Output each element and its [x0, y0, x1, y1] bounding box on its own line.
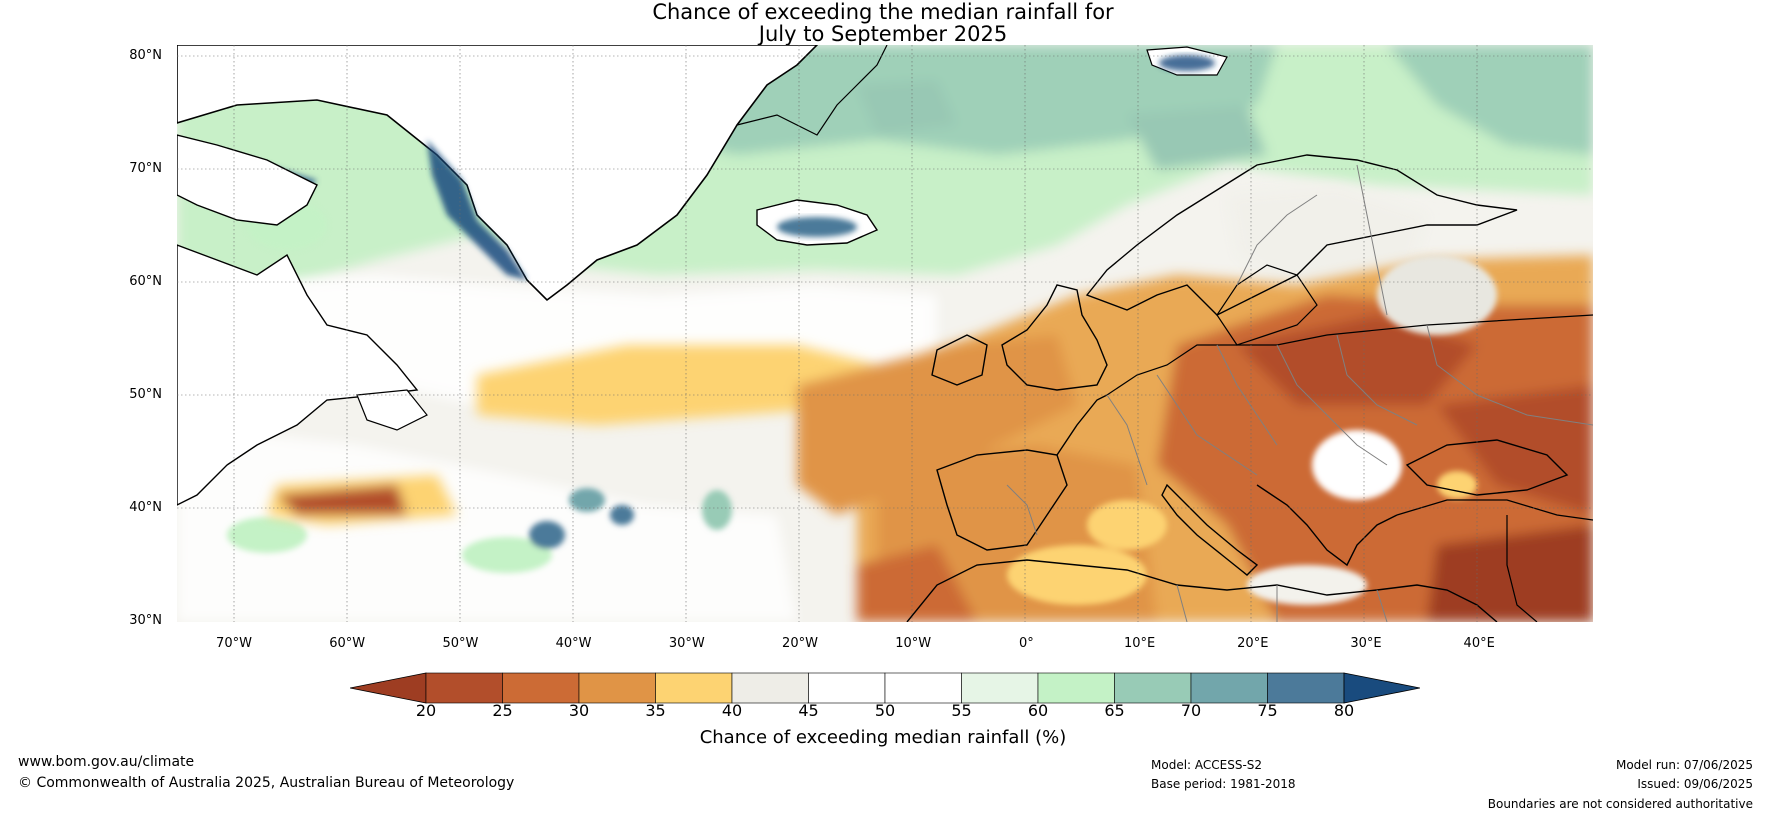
lat-tick-label: 30°N	[129, 613, 162, 628]
colorbar-segment	[502, 672, 580, 704]
colorbar-segment	[884, 672, 962, 704]
colorbar-tick-label: 60	[1027, 701, 1049, 720]
canada-coast	[177, 244, 419, 506]
footer-issued: Issued: 09/06/2025	[1637, 777, 1753, 791]
colorbar-tick-label: 55	[951, 701, 972, 720]
colorbar-segment	[808, 672, 886, 704]
map-title-line2: July to September 2025	[758, 22, 1008, 46]
map-canvas	[177, 45, 1593, 622]
lon-tick-label: 30°E	[1350, 636, 1382, 651]
rainfall-probability-map	[177, 45, 1593, 622]
colorbar-tick-label: 30	[568, 701, 590, 720]
lat-tick-label: 50°N	[129, 387, 162, 402]
lon-tick-label: 70°W	[216, 636, 252, 651]
lat-tick-label: 80°N	[129, 48, 162, 63]
footer-model-run: Model run: 07/06/2025	[1615, 758, 1753, 772]
iceland-wet	[777, 217, 857, 237]
lon-tick-label: 0°	[1019, 636, 1034, 651]
great-britain	[1001, 284, 1108, 391]
lon-tick-label: 10°W	[895, 636, 932, 651]
colorbar-extend-high	[1343, 672, 1420, 704]
colorbar-tick-label: 25	[492, 701, 513, 720]
colorbar-segment	[425, 672, 503, 704]
footer-base-period: Base period: 1981-2018	[1151, 777, 1296, 791]
colorbar-segment	[1114, 672, 1192, 704]
balkans-greece	[1256, 484, 1398, 567]
lat-tick-label: 70°N	[129, 161, 162, 176]
colorbar-tick-label: 70	[1180, 701, 1202, 720]
colorbar-label: Chance of exceeding median rainfall (%)	[699, 727, 1067, 748]
lon-tick-label: 50°W	[442, 636, 479, 651]
europe-coast	[1106, 314, 1593, 396]
colorbar-tick-label: 20	[415, 701, 437, 720]
footer-disclaimer: Boundaries are not considered authoritat…	[1487, 797, 1753, 811]
baffin-island	[177, 134, 318, 226]
colorbar-tick-label: 50	[874, 701, 896, 720]
north-africa-coast	[906, 559, 1498, 622]
greenland-coast	[177, 45, 819, 302]
newfoundland	[356, 389, 428, 431]
iberia	[936, 449, 1068, 551]
lon-tick-label: 60°W	[329, 636, 366, 651]
red-sea-levant	[1506, 515, 1538, 622]
footer-copyright: © Commonwealth of Australia 2025, Austra…	[18, 775, 515, 791]
footer-website: www.bom.gov.au/climate	[18, 754, 195, 770]
scandinavia-coast	[1085, 154, 1518, 316]
lon-tick-label: 20°E	[1237, 636, 1269, 651]
greenland-east-coast-detail	[736, 45, 888, 136]
colorbar-tick-label: 40	[721, 701, 743, 720]
ireland	[931, 334, 988, 386]
black-sea	[1405, 439, 1569, 496]
lat-tick-label: 40°N	[129, 500, 162, 515]
colorbar-tick-label: 75	[1257, 701, 1278, 720]
map-title-line1: Chance of exceeding the median rainfall …	[652, 0, 1114, 24]
lon-tick-label: 40°E	[1463, 636, 1495, 651]
lon-tick-label: 20°W	[782, 636, 818, 651]
lat-tick-label: 60°N	[129, 274, 162, 289]
lon-tick-label: 30°W	[668, 636, 705, 651]
colorbar-extend-low	[350, 672, 427, 704]
turkey	[1396, 499, 1593, 521]
lon-tick-label: 40°W	[555, 636, 592, 651]
lon-tick-label: 10°E	[1123, 636, 1156, 651]
colorbar-tick-label: 45	[798, 701, 819, 720]
colorbar-tick-label: 35	[645, 701, 666, 720]
colorbar-segment	[1190, 672, 1268, 704]
colorbar-segment	[731, 672, 809, 704]
italy	[1161, 483, 1259, 576]
colorbar-segment	[961, 672, 1039, 704]
colorbar	[350, 672, 1420, 704]
colorbar-tick-label: 65	[1104, 701, 1125, 720]
colorbar-segment	[1267, 672, 1345, 704]
baltic-sea	[1216, 264, 1318, 346]
footer-model: Model: ACCESS-S2	[1151, 758, 1263, 772]
colorbar-segment	[1037, 672, 1115, 704]
graticule	[177, 45, 1593, 622]
colorbar-segment	[655, 672, 733, 704]
colorbar-segment	[578, 672, 656, 704]
france-coast	[1056, 394, 1108, 456]
colorbar-tick-label: 80	[1333, 701, 1355, 720]
